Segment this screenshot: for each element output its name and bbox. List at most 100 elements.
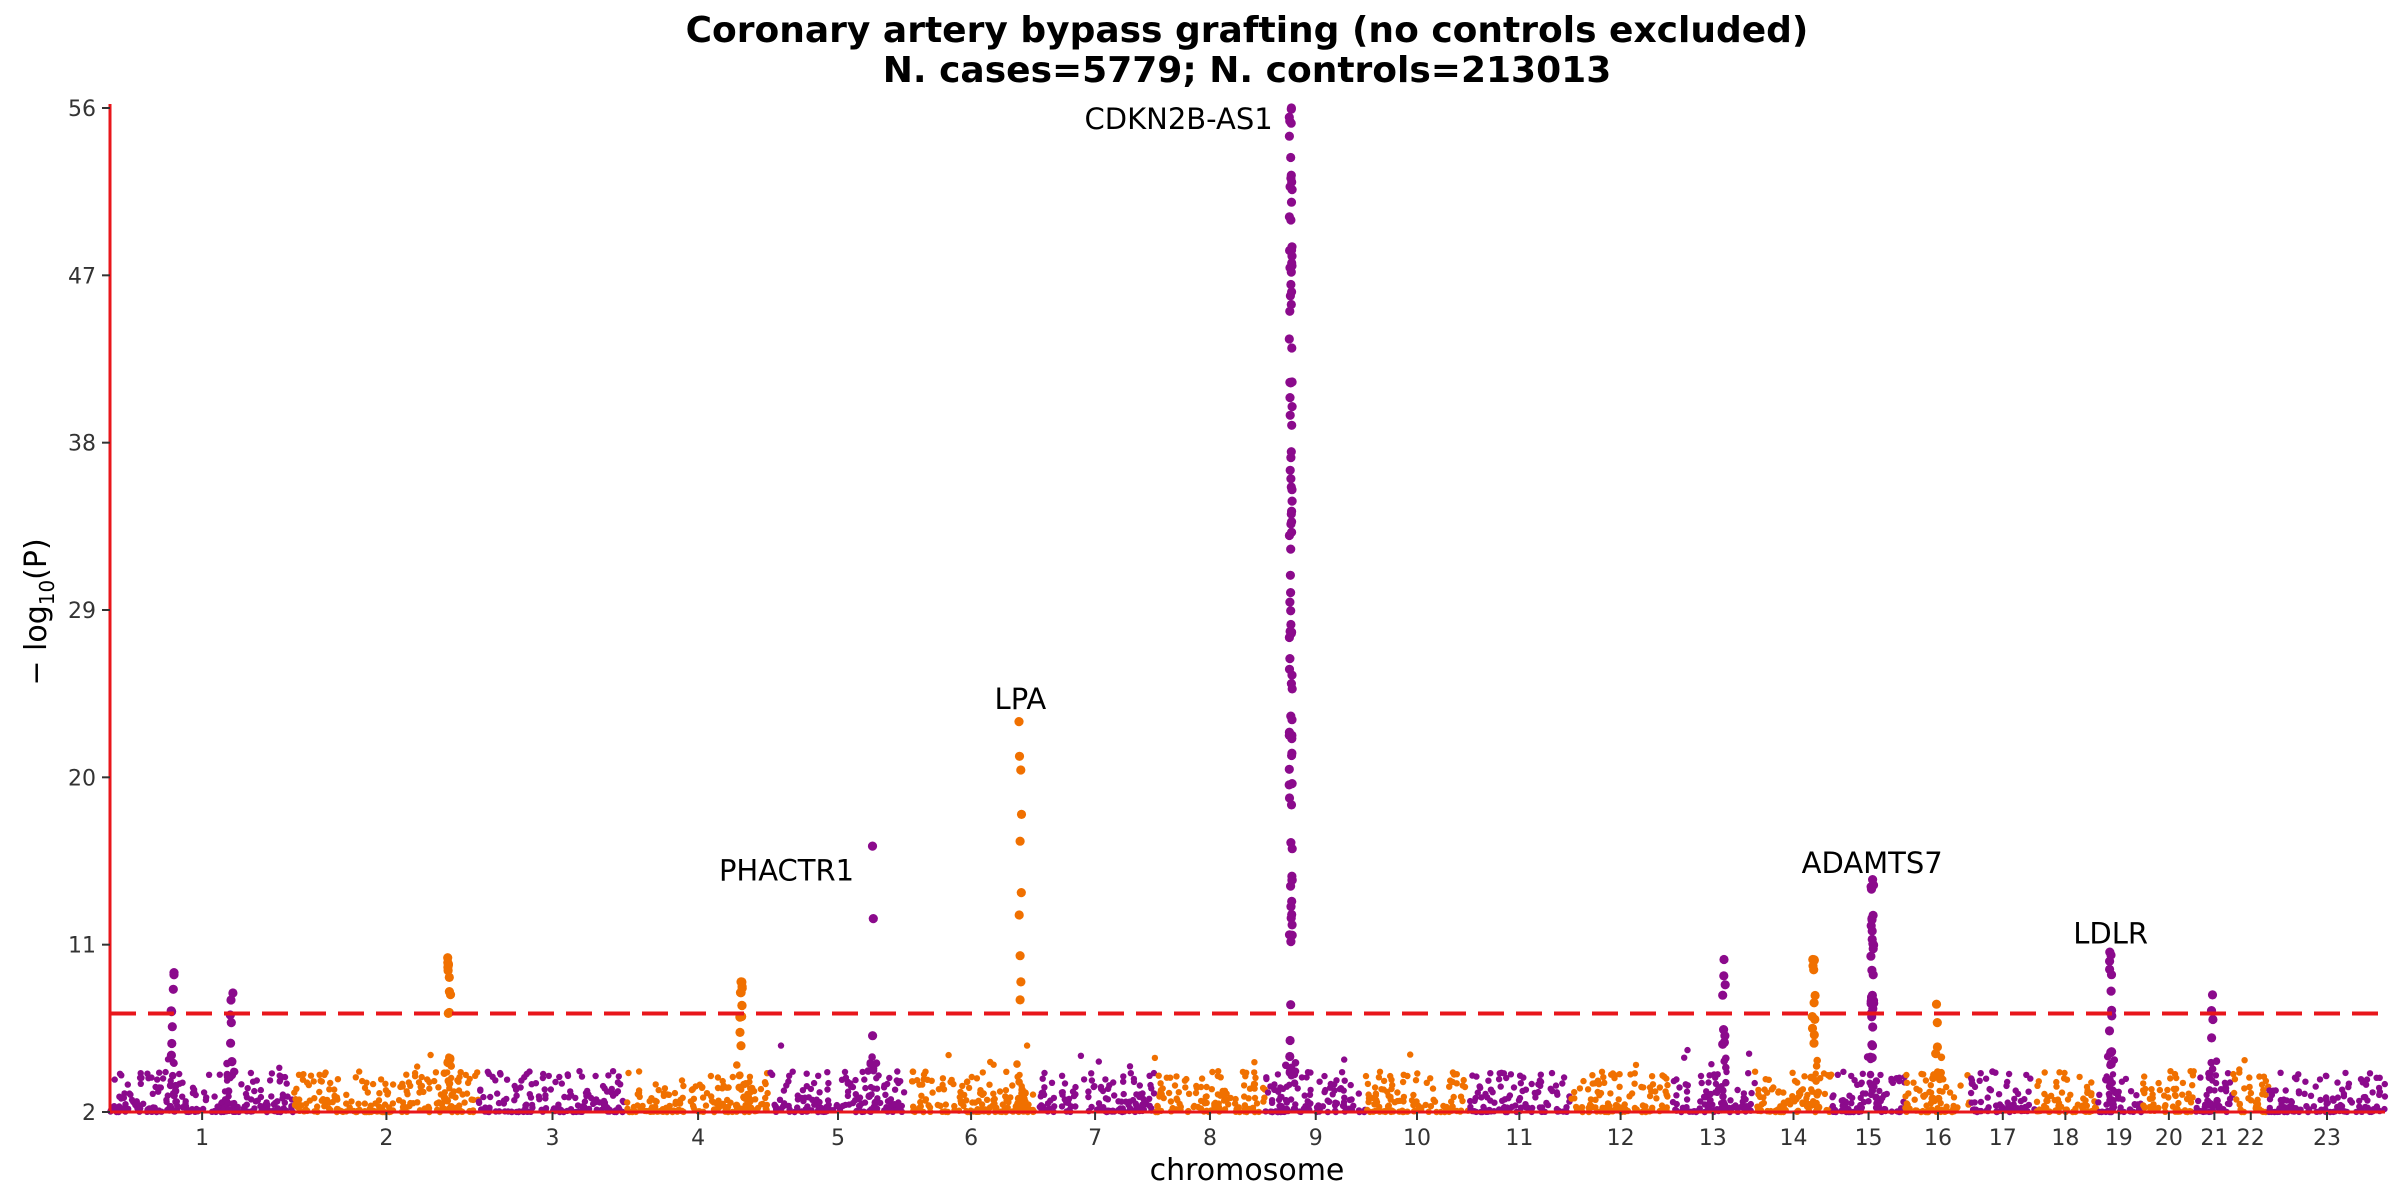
snp-point: [1587, 1096, 1595, 1103]
snp-point: [364, 1089, 371, 1096]
snp-point: [1706, 1097, 1714, 1104]
peak-snp-point: [1014, 751, 1025, 761]
snp-point: [1632, 1061, 1640, 1069]
snp-point: [1338, 1069, 1346, 1076]
snp-point: [714, 1074, 722, 1081]
snp-point: [2247, 1089, 2255, 1097]
snp-point: [1519, 1087, 1526, 1095]
snp-point: [536, 1096, 543, 1103]
snp-point: [1857, 1101, 1864, 1109]
snp-point: [2376, 1074, 2383, 1082]
snp-point: [2140, 1080, 2147, 1087]
snp-point: [555, 1103, 562, 1110]
peak-snp-point: [740, 1104, 749, 1113]
peak-snp-point: [169, 1058, 178, 1067]
peak-snp-point: [1722, 1078, 1730, 1087]
snp-point: [2246, 1083, 2253, 1091]
peak-snp-point: [1868, 1022, 1878, 1032]
peak-snp-point: [1868, 880, 1879, 890]
x-tick-label: 16: [1924, 1126, 1952, 1151]
peak-snp-point: [1016, 765, 1026, 775]
peak-snp-point: [168, 984, 178, 994]
snp-point: [925, 1102, 932, 1109]
snp-point: [2230, 1089, 2238, 1097]
peak-snp-point: [1287, 402, 1297, 412]
snp-point: [1235, 1104, 1243, 1111]
snp-point: [1449, 1103, 1456, 1111]
snp-point: [377, 1076, 385, 1083]
peak-snp-point: [1286, 152, 1296, 163]
gene-annotations: CDKN2B-AS1 LPA PHACTR1 ADAMTS7 LDLR: [719, 102, 2148, 950]
snp-point: [2149, 1094, 2156, 1102]
snp-point: [1058, 1103, 1066, 1110]
snp-point: [2266, 1096, 2274, 1103]
snp-point: [2061, 1069, 2068, 1077]
snp-point: [363, 1079, 370, 1086]
snp-point: [1598, 1068, 1606, 1076]
snp-point: [1157, 1080, 1164, 1087]
x-tick-label: 15: [1855, 1126, 1883, 1151]
snp-point: [1095, 1058, 1103, 1065]
snp-point: [1712, 1074, 1719, 1081]
peak-snp-point: [1286, 197, 1297, 207]
peak-snp-point: [1718, 990, 1728, 1000]
snp-point: [137, 1105, 144, 1112]
snp-point: [1791, 1095, 1799, 1102]
snp-point: [1584, 1086, 1592, 1093]
snp-point: [1592, 1096, 1599, 1104]
snp-point: [1243, 1069, 1250, 1077]
snp-point: [1923, 1102, 1930, 1109]
snp-point: [1041, 1069, 1048, 1077]
peak-snp-point: [866, 1060, 874, 1068]
snp-point: [2017, 1097, 2025, 1105]
snp-point: [778, 1105, 785, 1112]
peak-snp-point: [2108, 1096, 2117, 1105]
snp-point: [655, 1086, 662, 1094]
peak-snp-point: [1867, 1040, 1877, 1050]
peak-snp-point: [445, 1053, 453, 1061]
snp-point: [2330, 1097, 2337, 1104]
snp-point: [963, 1097, 970, 1104]
snp-point: [1095, 1100, 1103, 1107]
snp-point: [913, 1077, 921, 1084]
snp-point: [996, 1088, 1004, 1095]
snp-point: [1631, 1070, 1639, 1077]
peak-snp-point: [868, 1031, 878, 1041]
snp-point: [1090, 1083, 1097, 1091]
snp-point: [1474, 1089, 1482, 1096]
snp-point: [1552, 1082, 1560, 1089]
snp-point: [276, 1064, 283, 1072]
snp-point: [1102, 1076, 1109, 1083]
peak-snp-point: [1287, 920, 1297, 930]
snp-point: [124, 1081, 131, 1088]
snp-point: [1482, 1090, 1489, 1098]
snp-point: [1659, 1072, 1666, 1079]
snp-point: [639, 1102, 646, 1110]
x-tick-label: 12: [1607, 1126, 1635, 1151]
snp-point: [1029, 1091, 1037, 1098]
peak-snp-point: [230, 1067, 239, 1076]
snp-point: [361, 1084, 369, 1092]
snp-point: [176, 1070, 183, 1078]
snp-point: [2226, 1079, 2234, 1086]
snp-point: [2236, 1100, 2243, 1108]
x-tick-label: 7: [1088, 1126, 1102, 1151]
peak-snp-point: [1286, 838, 1296, 848]
snp-point: [1982, 1075, 1990, 1082]
snp-point: [1120, 1073, 1127, 1080]
peak-snp-point: [1807, 1100, 1815, 1109]
snp-point: [477, 1087, 484, 1094]
snp-point: [2293, 1075, 2300, 1083]
snp-point: [470, 1096, 477, 1104]
snp-point: [856, 1094, 864, 1101]
peak-snp-point: [1016, 888, 1026, 898]
snp-point: [487, 1093, 494, 1101]
peak-snp-point: [444, 972, 454, 983]
snp-point: [1922, 1077, 1930, 1084]
peak-snp-point: [1286, 902, 1296, 912]
snp-point: [2253, 1104, 2260, 1111]
snp-point: [1365, 1095, 1373, 1102]
snp-point: [1989, 1068, 1996, 1075]
peak-snp-point: [2208, 1014, 2218, 1025]
peak-snp-point: [1937, 1053, 1946, 1062]
